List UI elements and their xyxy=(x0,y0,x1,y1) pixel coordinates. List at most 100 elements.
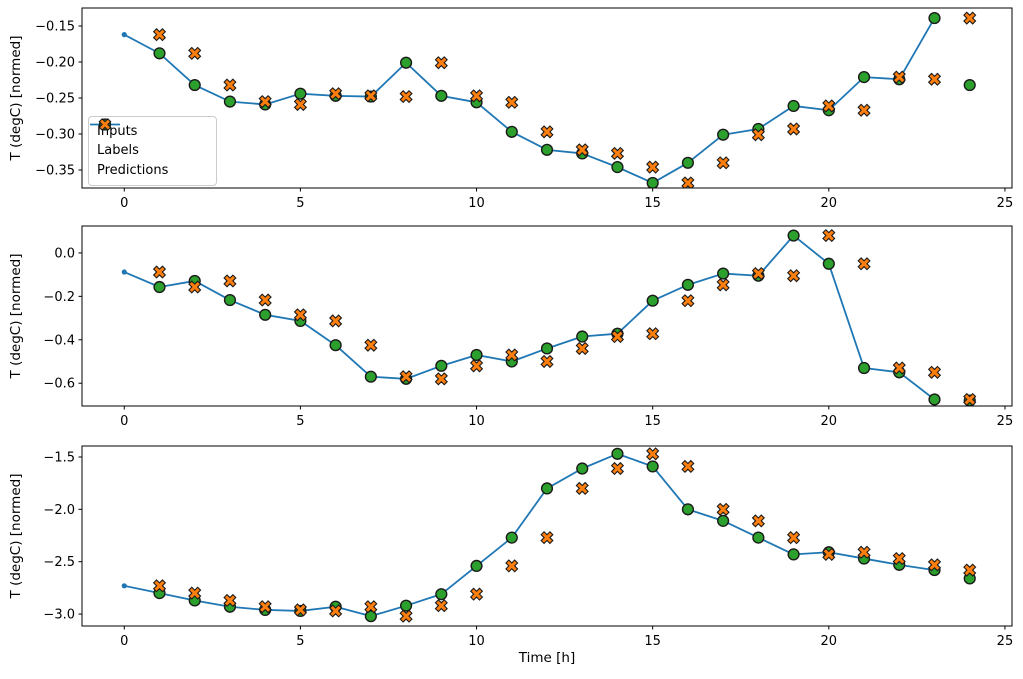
label-point xyxy=(787,548,800,561)
prediction-point xyxy=(188,586,202,600)
x-tick-label: 15 xyxy=(644,414,661,429)
x-tick-label: 20 xyxy=(821,414,838,429)
prediction-point xyxy=(399,609,413,623)
x-tick-label: 20 xyxy=(821,634,838,649)
subplot-2: 0 5 10 15 20 25 0.0 −0.2 −0.4 −0.6 xyxy=(43,225,1013,429)
prediction-point xyxy=(681,294,695,308)
prediction-point xyxy=(751,128,765,142)
y-tick-label: 0.0 xyxy=(54,246,75,261)
predictions-marker-series xyxy=(152,11,977,188)
inputs-line-series xyxy=(121,451,938,619)
prediction-point xyxy=(751,514,765,528)
x-tick-label: 10 xyxy=(468,634,485,649)
x-tick-label: 0 xyxy=(120,634,128,649)
prediction-point xyxy=(963,11,977,25)
prediction-point xyxy=(469,359,484,373)
prediction-point xyxy=(258,94,272,109)
x-tick-label: 5 xyxy=(296,634,304,649)
label-point xyxy=(399,56,413,69)
x-tick-label: 25 xyxy=(997,414,1014,429)
prediction-point xyxy=(681,176,695,188)
label-point xyxy=(435,588,448,601)
y-axis-ticks: 0.0 −0.2 −0.4 −0.6 xyxy=(43,246,82,392)
legend-box: Inputs Labels Predictions xyxy=(88,116,217,186)
prediction-point xyxy=(434,599,448,613)
prediction-point xyxy=(399,370,413,384)
label-point xyxy=(611,161,624,174)
prediction-point xyxy=(540,354,554,369)
label-point xyxy=(188,78,201,92)
x-tick-label: 15 xyxy=(644,634,661,649)
y-axis-label-3: T (degC) [normed] xyxy=(8,473,24,599)
prediction-point xyxy=(681,459,695,474)
prediction-point xyxy=(575,341,589,356)
y-tick-label: −0.35 xyxy=(35,164,75,179)
x-tick-label: 10 xyxy=(468,196,485,211)
y-tick-label: −2.5 xyxy=(43,555,75,570)
prediction-point xyxy=(505,559,519,573)
prediction-point xyxy=(610,329,625,344)
label-point xyxy=(646,460,659,473)
input-point xyxy=(121,32,127,38)
x-tick-label: 15 xyxy=(644,196,661,211)
label-point xyxy=(681,156,695,169)
prediction-point xyxy=(469,587,484,601)
prediction-point xyxy=(716,156,730,170)
axes-spines xyxy=(81,7,1013,189)
prediction-point xyxy=(399,89,413,104)
prediction-point xyxy=(434,56,448,70)
label-point xyxy=(717,514,730,527)
prediction-point xyxy=(716,278,730,292)
x-axis-ticks: 0 5 10 15 20 25 xyxy=(120,406,1013,429)
label-point xyxy=(857,361,871,375)
prediction-point xyxy=(927,558,942,572)
label-point xyxy=(153,280,166,294)
y-tick-label: −0.20 xyxy=(35,56,75,71)
prediction-point xyxy=(892,70,906,84)
label-point xyxy=(364,370,377,383)
prediction-point xyxy=(293,97,308,112)
label-point xyxy=(576,330,589,343)
x-tick-label: 0 xyxy=(120,196,128,211)
x-tick-label: 25 xyxy=(997,634,1014,649)
label-point xyxy=(681,503,695,516)
prediction-point xyxy=(188,280,202,294)
label-point xyxy=(681,278,695,291)
label-point xyxy=(540,143,554,156)
legend-label-predictions: Predictions xyxy=(97,162,169,178)
y-axis-ticks: −0.15 −0.20 −0.25 −0.30 −0.35 xyxy=(35,20,82,179)
label-point xyxy=(646,294,659,307)
y-tick-label: −0.4 xyxy=(43,333,75,348)
x-axis-ticks: 0 5 10 15 20 25 xyxy=(120,188,1013,211)
label-point xyxy=(505,125,518,138)
x-axis-label: Time [h] xyxy=(518,650,576,666)
x-tick-label: 25 xyxy=(997,196,1014,211)
prediction-point xyxy=(963,563,977,577)
predictions-marker-series xyxy=(152,447,977,623)
prediction-point xyxy=(892,361,906,375)
prediction-point xyxy=(892,551,906,566)
legend-item-predictions: Predictions xyxy=(97,118,208,180)
subplot-3: 0 5 10 15 20 25 −1.5 −2.0 −2.5 −3.0 xyxy=(43,445,1013,649)
label-point xyxy=(223,95,237,108)
y-tick-label: −2.0 xyxy=(43,503,75,518)
y-tick-label: −0.2 xyxy=(43,290,75,305)
input-point xyxy=(121,583,127,589)
prediction-point xyxy=(505,95,519,109)
label-point xyxy=(364,610,377,623)
y-axis-ticks: −1.5 −2.0 −2.5 −3.0 xyxy=(43,450,82,623)
input-point xyxy=(121,269,127,275)
prediction-point xyxy=(610,461,625,476)
prediction-point xyxy=(188,46,202,60)
label-point xyxy=(822,257,835,270)
x-tick-label: 5 xyxy=(296,414,304,429)
prediction-point xyxy=(646,447,660,461)
prediction-point xyxy=(152,28,167,42)
prediction-point xyxy=(223,274,237,288)
label-point xyxy=(294,87,307,100)
prediction-point xyxy=(857,257,871,271)
prediction-point xyxy=(857,103,871,117)
y-tick-label: −0.25 xyxy=(35,92,75,107)
axes-spines xyxy=(81,445,1013,627)
